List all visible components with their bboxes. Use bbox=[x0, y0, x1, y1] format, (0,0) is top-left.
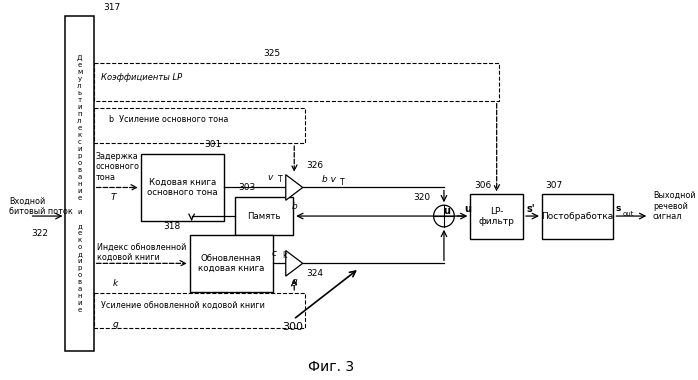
Text: Задержка
основного
тона: Задержка основного тона bbox=[96, 152, 140, 182]
Text: s: s bbox=[616, 204, 621, 213]
Circle shape bbox=[433, 205, 454, 227]
Polygon shape bbox=[285, 250, 303, 276]
Text: Усиление обновленной кодовой книги: Усиление обновленной кодовой книги bbox=[101, 301, 265, 310]
Text: 322: 322 bbox=[31, 229, 49, 238]
Text: Выходной
речевой
сигнал: Выходной речевой сигнал bbox=[653, 191, 696, 221]
Text: k: k bbox=[282, 251, 286, 260]
Text: 324: 324 bbox=[306, 269, 323, 278]
Text: Д
е
м
у
л
ь
т
и
п
л
е
к
с
и
р
о
в
а
н
и
е
 
и
 
д
е
к
о
д
и
р
о
в
а
н
и
е: Д е м у л ь т и п л е к с и р о в а н и … bbox=[77, 54, 82, 313]
Text: Коэффициенты LP: Коэффициенты LP bbox=[101, 73, 182, 82]
Text: Входной
битовый поток: Входной битовый поток bbox=[9, 196, 73, 216]
Text: g: g bbox=[291, 277, 297, 286]
Text: u: u bbox=[465, 204, 472, 214]
Text: 318: 318 bbox=[163, 222, 180, 231]
Text: Память: Память bbox=[247, 212, 281, 220]
FancyBboxPatch shape bbox=[470, 195, 523, 239]
Text: b  Усиление основного тона: b Усиление основного тона bbox=[109, 115, 228, 124]
Text: u: u bbox=[443, 206, 450, 216]
Text: b: b bbox=[291, 202, 297, 211]
Text: Фиг. 3: Фиг. 3 bbox=[308, 360, 354, 374]
Text: LP-
фильтр: LP- фильтр bbox=[479, 207, 514, 226]
Text: g: g bbox=[112, 320, 118, 329]
FancyBboxPatch shape bbox=[190, 235, 273, 292]
Text: s': s' bbox=[527, 204, 535, 214]
Text: 325: 325 bbox=[264, 49, 281, 59]
Text: v: v bbox=[267, 173, 273, 182]
Text: 301: 301 bbox=[205, 140, 222, 149]
Polygon shape bbox=[285, 175, 303, 200]
Text: 320: 320 bbox=[414, 193, 431, 202]
Text: Кодовая книга
основного тона: Кодовая книга основного тона bbox=[147, 178, 218, 197]
Text: T: T bbox=[110, 193, 116, 202]
Text: k: k bbox=[112, 279, 118, 288]
Text: out: out bbox=[623, 211, 634, 217]
FancyBboxPatch shape bbox=[542, 195, 614, 239]
FancyBboxPatch shape bbox=[66, 16, 94, 351]
Text: Обновленная
кодовая книга: Обновленная кодовая книга bbox=[198, 253, 265, 273]
Text: 317: 317 bbox=[103, 3, 120, 12]
Text: b v: b v bbox=[322, 175, 336, 184]
Text: 303: 303 bbox=[239, 184, 256, 192]
Text: Постобработка: Постобработка bbox=[542, 212, 614, 221]
Text: 307: 307 bbox=[546, 181, 563, 190]
Text: T: T bbox=[341, 178, 345, 187]
Text: c: c bbox=[272, 249, 276, 258]
Text: Индекс обновленной
кодовой книги: Индекс обновленной кодовой книги bbox=[98, 243, 187, 262]
FancyBboxPatch shape bbox=[141, 154, 223, 221]
Text: T: T bbox=[279, 175, 283, 184]
Text: 300: 300 bbox=[282, 322, 303, 332]
FancyBboxPatch shape bbox=[235, 197, 293, 235]
Text: 306: 306 bbox=[474, 181, 491, 190]
Text: 326: 326 bbox=[306, 161, 324, 170]
